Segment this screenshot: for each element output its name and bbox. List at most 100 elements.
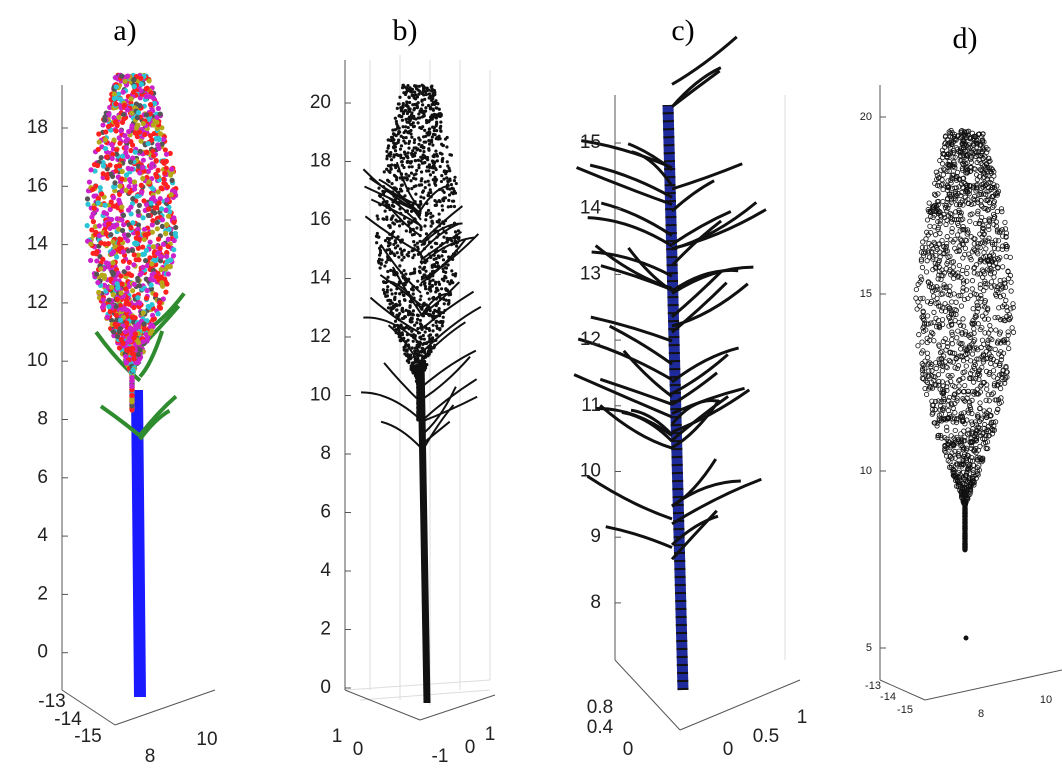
- foliage-point: [975, 424, 981, 430]
- foliage-point: [122, 133, 128, 139]
- foliage-point: [965, 229, 971, 235]
- foliage-point: [1000, 285, 1006, 291]
- foliage-point: [399, 183, 404, 187]
- foliage-point: [1010, 304, 1016, 311]
- foliage-point: [985, 307, 991, 313]
- foliage-point: [131, 252, 137, 258]
- foliage-point: [141, 198, 147, 204]
- foliage-point: [966, 333, 972, 339]
- foliage-point: [424, 232, 429, 236]
- foliage-point: [424, 211, 429, 215]
- foliage-point: [437, 212, 441, 216]
- foliage-point: [129, 378, 135, 384]
- foliage-point: [414, 184, 418, 188]
- foliage-point: [976, 463, 982, 469]
- foliage-point: [409, 221, 413, 225]
- foliage-point: [931, 224, 937, 230]
- foliage-point: [980, 353, 987, 359]
- foliage-point: [951, 275, 957, 282]
- foliage-point: [983, 368, 990, 374]
- foliage-point: [952, 427, 958, 434]
- foliage-point: [116, 91, 122, 97]
- foliage-point: [950, 312, 957, 318]
- foliage-point: [939, 161, 946, 167]
- foliage-point: [928, 320, 934, 326]
- foliage-point: [115, 205, 121, 211]
- foliage-point: [962, 251, 968, 258]
- foliage-point: [959, 330, 965, 336]
- foliage-point: [949, 175, 955, 181]
- foliage-point: [440, 254, 444, 258]
- foliage-point: [412, 360, 417, 365]
- foliage-point: [1000, 264, 1006, 270]
- foliage-point: [994, 340, 1001, 346]
- foliage-point: [425, 201, 429, 206]
- foliage-point: [432, 153, 436, 157]
- foliage-point: [985, 433, 992, 439]
- foliage-point: [932, 260, 938, 266]
- foliage-point: [968, 454, 975, 461]
- foliage-point: [111, 137, 117, 143]
- foliage-point: [423, 109, 428, 113]
- foliage-point: [418, 116, 422, 120]
- branch: [600, 201, 673, 237]
- foliage-point: [936, 323, 942, 330]
- foliage-point: [423, 284, 427, 288]
- foliage-point: [420, 98, 424, 102]
- foliage-point: [991, 283, 998, 289]
- foliage-point: [409, 179, 413, 183]
- foliage-point: [431, 108, 435, 112]
- foliage-point: [995, 314, 1001, 321]
- branch: [575, 166, 673, 206]
- foliage-point: [925, 207, 931, 213]
- foliage-point: [427, 252, 431, 256]
- foliage-point: [128, 211, 134, 217]
- foliage-point: [401, 293, 405, 297]
- foliage-point: [89, 227, 95, 233]
- foliage-point: [120, 258, 126, 264]
- foliage-point: [977, 271, 983, 277]
- foliage-point: [1010, 301, 1016, 307]
- foliage-point: [140, 244, 146, 250]
- foliage-point: [1000, 316, 1006, 322]
- foliage-point: [922, 372, 928, 378]
- foliage-point: [414, 192, 418, 196]
- foliage-point: [100, 163, 107, 169]
- foliage-point: [418, 265, 422, 269]
- foliage-point: [945, 291, 951, 298]
- trunk: [417, 359, 431, 704]
- foliage-point: [421, 314, 426, 318]
- foliage-point: [410, 93, 414, 98]
- foliage-point: [974, 271, 981, 277]
- foliage-point: [123, 187, 129, 193]
- foliage-point: [925, 313, 931, 319]
- foliage-point: [127, 176, 133, 183]
- foliage-point: [404, 172, 408, 176]
- foliage-point: [438, 326, 442, 331]
- foliage-point: [411, 256, 415, 260]
- foliage-point: [398, 147, 403, 151]
- foliage-point: [952, 306, 958, 313]
- foliage-point: [945, 372, 951, 379]
- foliage-point: [968, 489, 974, 495]
- foliage-point: [447, 193, 452, 197]
- foliage-point: [401, 326, 405, 330]
- branch: [587, 216, 673, 248]
- foliage-point: [416, 381, 420, 385]
- foliage-point: [943, 347, 949, 353]
- foliage-point: [986, 258, 992, 264]
- foliage-point: [420, 161, 425, 165]
- foliage-point: [931, 377, 937, 384]
- foliage-point: [95, 146, 101, 153]
- branch: [420, 305, 482, 355]
- foliage-point: [1002, 219, 1008, 226]
- foliage-point: [135, 226, 141, 233]
- foliage-point: [434, 319, 439, 323]
- foliage-point: [416, 213, 421, 217]
- foliage-point: [155, 189, 161, 195]
- foliage-point: [939, 237, 945, 244]
- foliage-point: [991, 274, 997, 280]
- trunk-rings: [662, 104, 689, 691]
- foliage-point: [407, 141, 411, 146]
- foliage-point: [406, 110, 410, 114]
